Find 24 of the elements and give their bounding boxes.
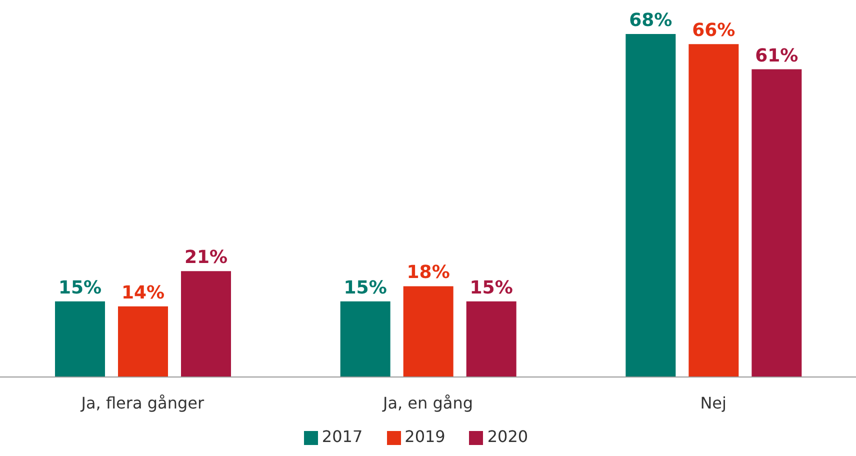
data-label: 15% bbox=[58, 277, 102, 298]
data-label: 14% bbox=[121, 282, 165, 304]
bar bbox=[688, 44, 739, 377]
bar bbox=[403, 286, 454, 377]
data-label: 18% bbox=[406, 262, 450, 284]
legend-label: 2019 bbox=[404, 427, 446, 446]
x-tick-label: Ja, en gång bbox=[382, 393, 474, 412]
data-label: 66% bbox=[692, 20, 736, 42]
data-label: 21% bbox=[184, 247, 228, 268]
x-tick-label: Nej bbox=[700, 393, 726, 412]
legend-label: 2017 bbox=[322, 427, 363, 446]
bar bbox=[55, 301, 105, 377]
bar bbox=[466, 301, 516, 377]
data-label: 15% bbox=[470, 277, 513, 298]
bar bbox=[118, 306, 168, 377]
x-tick-label: Ja, flera gånger bbox=[80, 393, 204, 412]
bar bbox=[340, 301, 390, 377]
data-label: 68% bbox=[629, 10, 672, 31]
data-label: 15% bbox=[344, 277, 387, 298]
data-label: 61% bbox=[755, 45, 798, 66]
bar bbox=[752, 69, 802, 377]
bar bbox=[181, 271, 231, 377]
legend-label: 2020 bbox=[487, 427, 528, 446]
bar bbox=[626, 34, 676, 377]
